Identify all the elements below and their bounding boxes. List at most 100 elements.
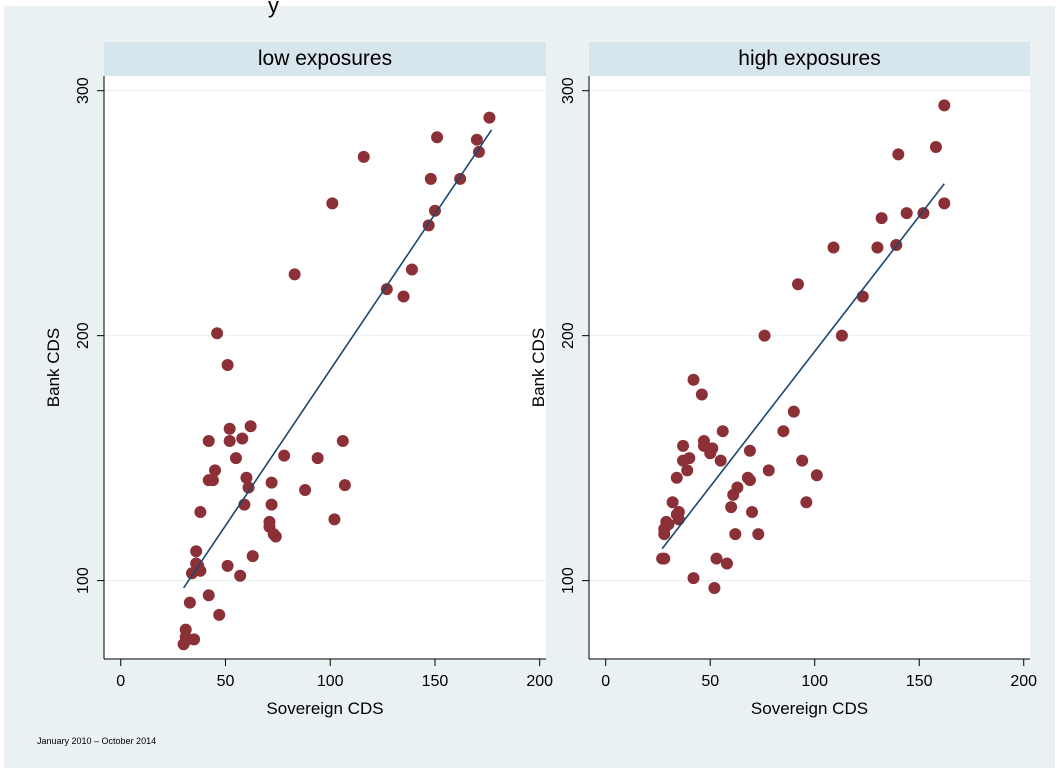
data-point — [683, 452, 696, 465]
data-point — [800, 496, 813, 509]
x-tick-label: 50 — [217, 673, 235, 690]
data-point — [213, 608, 226, 621]
data-point — [714, 454, 727, 467]
panel-header — [589, 42, 1030, 76]
data-point — [787, 405, 800, 418]
y-tick-label: 200 — [75, 322, 92, 349]
data-point — [221, 559, 234, 572]
y-axis-title: Bank CDS — [44, 328, 63, 407]
data-point — [687, 373, 700, 386]
panel-title: low exposures — [258, 47, 392, 70]
y-axis-title: Bank CDS — [529, 328, 548, 407]
y-tick-label: 100 — [75, 567, 92, 594]
data-point — [405, 263, 418, 276]
y-tick-label: 300 — [560, 77, 577, 104]
data-point — [752, 528, 765, 541]
x-tick-label: 100 — [317, 673, 344, 690]
data-point — [242, 481, 255, 494]
data-point — [917, 207, 930, 220]
data-point — [240, 471, 253, 484]
panel-title: high exposures — [738, 47, 880, 70]
data-point — [710, 552, 723, 565]
data-point — [236, 432, 249, 445]
y-tick-label: 100 — [560, 567, 577, 594]
x-axis-title: Sovereign CDS — [751, 699, 868, 718]
data-point — [179, 623, 192, 636]
data-point — [299, 483, 312, 496]
x-tick-label: 50 — [701, 673, 719, 690]
data-point — [687, 572, 700, 585]
data-point — [725, 501, 738, 514]
data-point — [209, 464, 222, 477]
data-point — [777, 425, 790, 438]
fit-line — [182, 129, 493, 589]
data-point — [229, 452, 242, 465]
header-fragment: y — [268, 0, 279, 18]
data-point — [792, 278, 805, 291]
x-tick-label: 200 — [1010, 673, 1037, 690]
data-point — [431, 131, 444, 144]
data-point — [206, 474, 219, 487]
data-point — [677, 439, 690, 452]
data-point — [871, 241, 884, 254]
data-point — [223, 434, 236, 447]
data-point — [202, 434, 215, 447]
y-tick-label: 200 — [560, 322, 577, 349]
data-point — [708, 581, 721, 594]
data-point — [194, 506, 207, 519]
data-point — [875, 212, 888, 225]
data-point — [483, 111, 496, 124]
data-point — [188, 633, 201, 646]
x-tick-label: 200 — [526, 673, 553, 690]
data-point — [743, 444, 756, 457]
data-point — [211, 327, 224, 340]
data-point — [311, 452, 324, 465]
x-tick-label: 0 — [601, 673, 610, 690]
data-point — [729, 528, 742, 541]
data-point — [234, 569, 247, 582]
data-point — [762, 464, 775, 477]
data-point — [328, 513, 341, 526]
panel-header — [104, 42, 546, 76]
data-point — [278, 449, 291, 462]
plot-area — [589, 76, 1030, 659]
data-point — [900, 207, 913, 220]
data-point — [929, 141, 942, 154]
date-range-note: January 2010 – October 2014 — [37, 736, 156, 746]
panel-1: low exposures 0 50 100 150 200 100 200 300 Sovere… — [44, 42, 553, 718]
data-point — [662, 518, 675, 531]
data-point — [856, 290, 869, 303]
data-point — [221, 359, 234, 372]
data-point — [357, 150, 370, 163]
data-point — [428, 204, 441, 217]
data-point — [246, 550, 259, 563]
data-point — [269, 530, 282, 543]
data-point — [731, 481, 744, 494]
x-tick-label: 0 — [116, 673, 125, 690]
data-point — [265, 476, 278, 489]
y-tick-label: 300 — [75, 77, 92, 104]
data-point — [658, 552, 671, 565]
data-point — [265, 498, 278, 511]
data-point — [670, 471, 683, 484]
data-point — [194, 564, 207, 577]
data-point — [695, 388, 708, 401]
data-point — [183, 596, 196, 609]
data-point — [758, 329, 771, 342]
data-point — [810, 469, 823, 482]
data-point — [827, 241, 840, 254]
data-point — [263, 515, 276, 528]
data-point — [223, 422, 236, 435]
data-point — [746, 506, 759, 519]
data-point — [202, 589, 215, 602]
data-point — [681, 464, 694, 477]
x-tick-label: 100 — [801, 673, 828, 690]
data-point — [938, 197, 951, 210]
data-point — [796, 454, 809, 467]
data-point — [397, 290, 410, 303]
plot-area — [104, 76, 546, 659]
data-point — [892, 148, 905, 161]
data-point — [424, 172, 437, 185]
data-point — [666, 496, 679, 509]
